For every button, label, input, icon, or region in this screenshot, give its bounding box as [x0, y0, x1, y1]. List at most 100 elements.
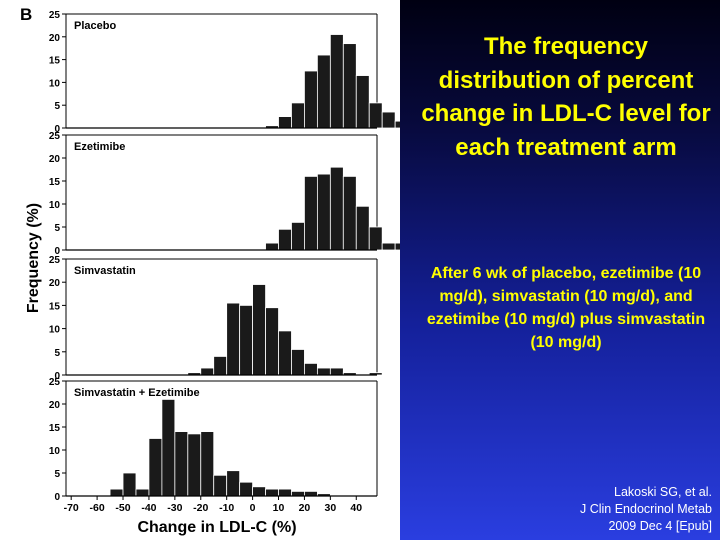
histogram-bar: [174, 431, 189, 497]
histogram-bar: [394, 120, 400, 129]
x-axis-label: Change in LDL-C (%): [137, 519, 296, 536]
histogram-bar: [304, 490, 318, 497]
histogram-bar: [329, 166, 344, 251]
histogram-chart: B Frequency (%) Change in LDL-C (%) 0 5 10…: [20, 5, 400, 536]
histogram-bar: [226, 470, 241, 497]
y-tick-label: 15: [49, 56, 61, 67]
x-tick-label: -30: [167, 502, 182, 514]
x-tick-label: -50: [115, 502, 130, 514]
x-tick-label: -70: [64, 502, 79, 514]
histogram-panel: 0 5 10 15 20 25 Placebo: [49, 10, 400, 135]
histogram-bar: [213, 356, 228, 376]
x-tick-label: 20: [299, 502, 311, 514]
panel-letter: B: [20, 5, 32, 24]
histogram-bar: [368, 102, 383, 129]
slide-subtitle: After 6 wk of placebo, ezetimibe (10 mg/…: [426, 265, 706, 351]
panel-name: Placebo: [74, 20, 116, 32]
histogram-bar: [213, 474, 228, 497]
y-tick-label: 5: [54, 348, 60, 359]
panel-name: Ezetimibe: [74, 141, 125, 153]
histogram-bar: [239, 304, 253, 376]
histogram-bar: [278, 488, 292, 497]
histogram-bar: [381, 242, 396, 251]
histogram-bar: [187, 433, 202, 497]
histogram-bar: [316, 173, 331, 251]
y-tick-label: 25: [49, 377, 61, 388]
y-tick-label: 20: [49, 33, 61, 44]
histogram-bar: [278, 330, 292, 376]
citation-line-date: 2009 Dec 4 [Epub]: [608, 519, 712, 533]
histogram-bar: [291, 349, 305, 376]
histogram-panel: 0 5 10 15 20 25 Simvastatin + Ezetimibe: [49, 377, 378, 503]
histogram-bar: [342, 175, 357, 251]
histogram-bar: [355, 75, 370, 129]
histogram-bar: [252, 284, 266, 376]
panel-name: Simvastatin + Ezetimibe: [74, 387, 200, 399]
histogram-bar: [342, 43, 357, 129]
histogram-bar: [265, 488, 279, 497]
panels-group: 0 5 10 15 20 25 Placebo 0 5 10 15 20 25 Ezetimibe 0 5 10…: [49, 10, 400, 503]
histogram-bar: [291, 221, 305, 251]
histogram-bar: [109, 488, 124, 497]
histogram-bar: [200, 431, 215, 497]
histogram-bar: [355, 205, 370, 251]
citation: Lakoski SG, et al. J Clin Endocrinol Met…: [492, 484, 712, 535]
chart-panel: B Frequency (%) Change in LDL-C (%) 0 5 10…: [20, 5, 400, 536]
histogram-bar: [394, 242, 400, 251]
x-tick-label: -40: [141, 502, 156, 514]
histogram-bar: [226, 302, 241, 376]
y-tick-label: 25: [49, 131, 61, 142]
histogram-bar: [278, 116, 292, 129]
panel-name: Simvastatin: [74, 265, 136, 277]
x-ticks-group: -70 -60 -50 -40 -30 -20 -10 0 10 20 30 40: [64, 496, 362, 514]
histogram-bar: [265, 242, 279, 251]
y-tick-label: 5: [54, 223, 60, 234]
citation-line-authors: Lakoski SG, et al.: [614, 485, 712, 499]
y-tick-label: 15: [49, 301, 61, 312]
histogram-bar: [291, 102, 305, 129]
citation-line-journal: J Clin Endocrinol Metab: [579, 502, 712, 516]
histogram-bar: [148, 438, 163, 497]
y-tick-label: 15: [49, 423, 61, 434]
x-tick-label: -60: [90, 502, 105, 514]
histogram-bar: [135, 488, 150, 497]
histogram-bar: [329, 367, 344, 376]
y-tick-label: 10: [49, 446, 61, 457]
histogram-bar: [122, 472, 137, 497]
y-tick-label: 10: [49, 325, 61, 336]
histogram-bar: [381, 111, 396, 129]
y-tick-label: 0: [54, 124, 60, 135]
y-tick-label: 0: [54, 371, 60, 382]
y-tick-label: 10: [49, 200, 61, 211]
x-tick-label: 30: [325, 502, 337, 514]
y-tick-label: 25: [49, 255, 61, 266]
histogram-panel: 0 5 10 15 20 25 Ezetimibe: [49, 131, 400, 257]
x-tick-label: 0: [250, 502, 256, 514]
y-tick-label: 0: [54, 492, 60, 503]
y-tick-label: 20: [49, 154, 61, 165]
histogram-bar: [304, 70, 318, 129]
histogram-bar: [304, 362, 318, 376]
x-tick-label: -10: [219, 502, 234, 514]
histogram-bar: [329, 34, 344, 129]
histogram-bar: [316, 54, 331, 129]
y-tick-label: 25: [49, 10, 61, 21]
slide-title: The frequency distribution of percent ch…: [421, 33, 711, 161]
y-tick-label: 0: [54, 246, 60, 257]
histogram-bar: [161, 398, 176, 497]
histogram-bar: [265, 307, 279, 376]
y-tick-label: 15: [49, 177, 61, 188]
y-tick-label: 20: [49, 400, 61, 411]
histogram-panel: 0 5 10 15 20 25 Simvastatin: [49, 255, 383, 382]
y-tick-label: 5: [54, 101, 60, 112]
y-tick-label: 10: [49, 78, 61, 89]
x-tick-label: -20: [193, 502, 208, 514]
histogram-bar: [252, 486, 266, 497]
x-tick-label: 10: [273, 502, 285, 514]
histogram-bar: [239, 481, 253, 497]
histogram-bar: [368, 226, 383, 251]
histogram-bar: [200, 367, 215, 376]
histogram-bar: [316, 367, 331, 376]
x-tick-label: 40: [350, 502, 362, 514]
y-tick-label: 20: [49, 278, 61, 289]
